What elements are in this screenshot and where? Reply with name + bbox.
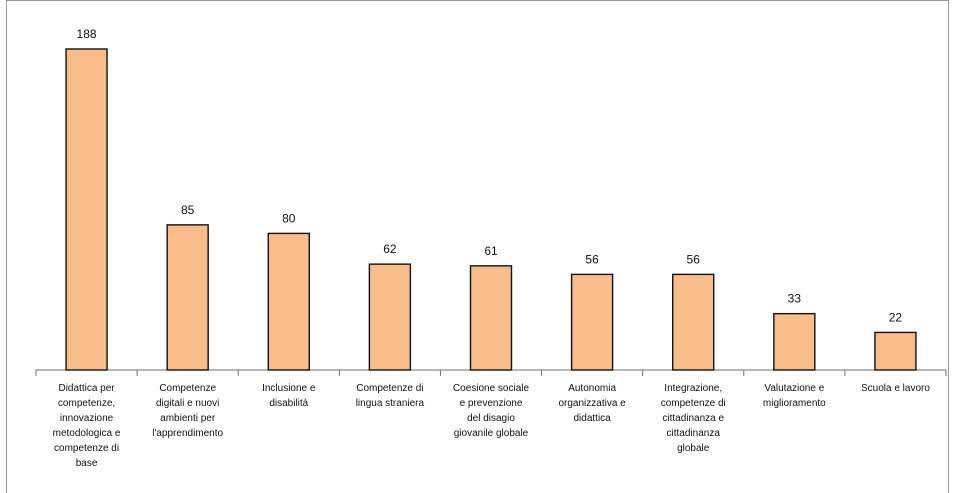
bar <box>773 312 816 371</box>
category-label-line: Coesione sociale <box>453 383 530 394</box>
category-label-line: Didattica per <box>58 383 115 394</box>
category-label-line: Scuola e lavoro <box>861 383 930 394</box>
category-label-line: innovazione <box>60 413 114 424</box>
category-label-line: Valutazione e <box>764 383 824 394</box>
category-label-line: organizzativa e <box>558 398 626 409</box>
bar <box>469 265 513 371</box>
category-label-line: digitali e nuovi <box>156 398 219 409</box>
category-label-line: globale <box>677 443 710 454</box>
bar <box>874 331 917 371</box>
category-label-line: disabilità <box>269 398 308 409</box>
bar-value-label: 33 <box>788 292 802 306</box>
bar-value-label: 188 <box>77 27 97 41</box>
category-label-line: Competenze <box>159 383 216 394</box>
category-label: Valutazione e miglioramento <box>763 383 826 409</box>
chart-frame <box>6 0 949 493</box>
bar-value-label: 61 <box>484 244 498 258</box>
category-label-line: Autonomia <box>568 383 616 394</box>
bar-value-label: 56 <box>687 252 701 266</box>
bar-value-label: 22 <box>889 310 903 324</box>
category-label-line: l'apprendimento <box>152 428 223 439</box>
bar <box>672 273 715 371</box>
bar <box>570 273 614 371</box>
bar <box>65 48 108 371</box>
category-label-line: metodologica e <box>53 428 121 439</box>
category-label-line: ambienti per <box>160 413 216 424</box>
category-label-line: miglioramento <box>763 398 826 409</box>
bar <box>166 224 209 371</box>
category-label-line: competenze di <box>661 398 726 409</box>
category-label-line: del disagio <box>467 413 515 424</box>
category-label-line: base <box>76 458 98 469</box>
bar-value-label: 62 <box>383 242 397 256</box>
category-label-line: competenze di <box>54 443 119 454</box>
category-label: Coesione sociale e prevenzione del disagio… <box>453 383 530 439</box>
category-label-line: Inclusione e <box>262 383 316 394</box>
category-label-line: giovanile globale <box>454 428 529 439</box>
category-label: Didattica per competenze, innovazione metod… <box>53 383 121 469</box>
bar-value-label: 85 <box>181 203 195 217</box>
category-label-line: competenze, <box>58 398 115 409</box>
category-label: Scuola e lavoro <box>861 383 930 394</box>
bar <box>368 263 412 371</box>
category-label-line: cittadinanza <box>667 428 721 439</box>
category-label: Competenze di lingua straniera <box>356 383 425 409</box>
category-label: Integrazione, competenze di cittadinanza e… <box>661 383 726 454</box>
bar-value-label: 80 <box>282 211 296 225</box>
category-label-line: cittadinanza e <box>662 413 724 424</box>
category-label-line: Competenze di <box>356 383 423 394</box>
bar <box>267 232 310 371</box>
category-label-line: lingua straniera <box>356 398 425 409</box>
category-label: Competenze digitali e nuovi ambienti per l'… <box>152 383 223 439</box>
category-label-line: didattica <box>573 413 611 424</box>
category-label-line: Integrazione, <box>664 383 722 394</box>
category-label-line: e prevenzione <box>460 398 523 409</box>
bar-value-label: 56 <box>585 252 599 266</box>
category-label: Autonomia organizzativa e didattica <box>558 383 626 424</box>
category-label: Inclusione e disabilità <box>262 383 316 409</box>
